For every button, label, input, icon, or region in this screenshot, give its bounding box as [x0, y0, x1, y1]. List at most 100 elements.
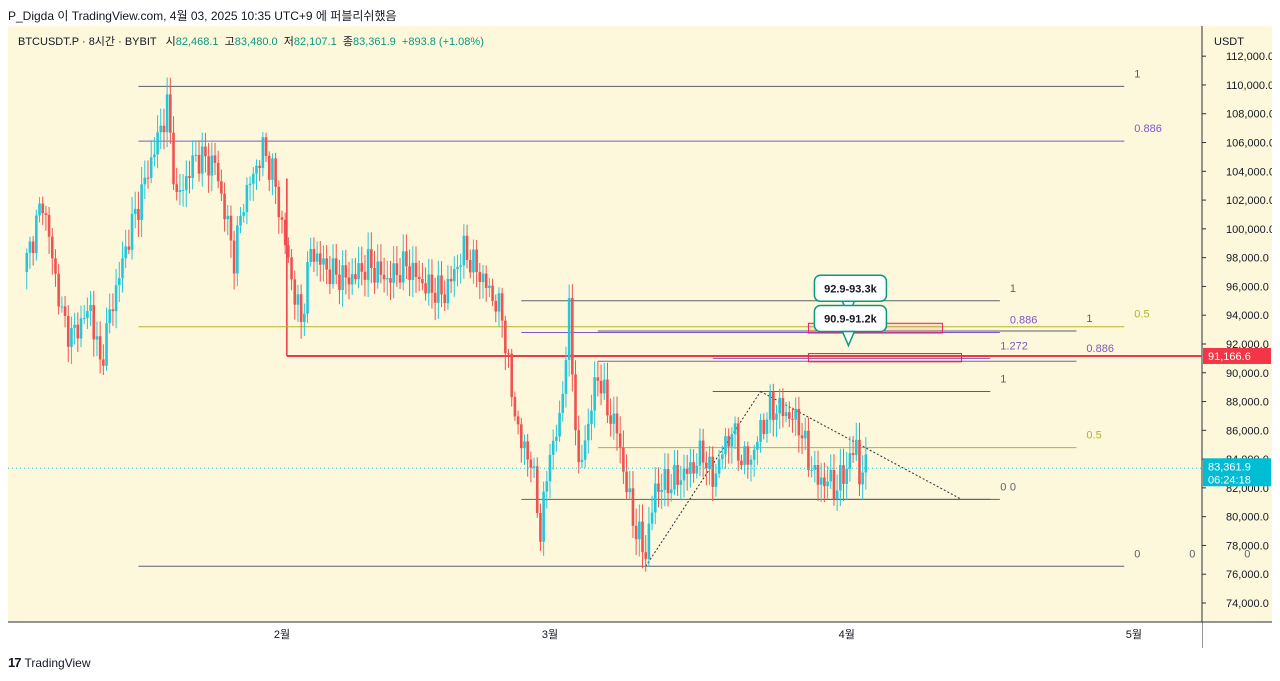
candle-body[interactable] — [523, 441, 526, 449]
candle-body[interactable] — [191, 155, 194, 178]
candle-body[interactable] — [577, 430, 581, 463]
candle-body[interactable] — [299, 294, 303, 323]
candle-body[interactable] — [829, 470, 833, 482]
candle-body[interactable] — [669, 489, 673, 494]
candle-body[interactable] — [184, 176, 188, 190]
candle-body[interactable] — [555, 436, 558, 441]
candle-body[interactable] — [178, 190, 182, 192]
candle-body[interactable] — [385, 278, 389, 280]
candle-body[interactable] — [797, 408, 801, 436]
candle-body[interactable] — [143, 177, 147, 185]
candle-body[interactable] — [162, 125, 166, 133]
candle-body[interactable] — [398, 275, 402, 283]
candle-body[interactable] — [701, 440, 705, 463]
candle-body[interactable] — [864, 454, 868, 473]
candle-body[interactable] — [245, 185, 249, 213]
plot-area[interactable] — [8, 26, 1202, 622]
candle-body[interactable] — [845, 468, 849, 484]
candle-body[interactable] — [175, 184, 179, 192]
candle-body[interactable] — [66, 315, 70, 347]
candle-body[interactable] — [583, 440, 587, 460]
chart-frame[interactable]: USDT 74,000.0 76,000.0 78,000.0 80,000.0 82,0… — [8, 26, 1272, 648]
candle-body[interactable] — [478, 271, 482, 282]
candle-body[interactable] — [363, 271, 367, 280]
candle-body[interactable] — [832, 470, 836, 499]
candle-body[interactable] — [743, 446, 746, 465]
candle-body[interactable] — [858, 439, 861, 485]
candle-body[interactable] — [328, 269, 332, 285]
candle-body[interactable] — [839, 465, 842, 491]
candle-body[interactable] — [791, 418, 794, 420]
candle-body[interactable] — [127, 246, 131, 250]
candle-body[interactable] — [274, 158, 277, 187]
candle-body[interactable] — [759, 419, 762, 442]
candle-body[interactable] — [354, 274, 357, 280]
candle-body[interactable] — [194, 154, 198, 156]
candle-body[interactable] — [816, 464, 820, 485]
candle-body[interactable] — [331, 258, 335, 285]
candle-body[interactable] — [462, 235, 466, 266]
candle-body[interactable] — [657, 483, 660, 492]
candle-body[interactable] — [593, 377, 596, 411]
candle-body[interactable] — [653, 483, 657, 513]
candle-body[interactable] — [334, 258, 338, 275]
candle-body[interactable] — [264, 137, 268, 156]
time-axis[interactable] — [8, 622, 1202, 648]
candle-body[interactable] — [117, 278, 121, 286]
candle-body[interactable] — [813, 464, 817, 470]
candle-body[interactable] — [548, 454, 552, 482]
candle-body[interactable] — [634, 525, 638, 540]
candle-body[interactable] — [848, 453, 852, 469]
candle-body[interactable] — [35, 215, 38, 254]
candle-body[interactable] — [130, 213, 134, 250]
candle-body[interactable] — [826, 481, 829, 487]
candle-body[interactable] — [449, 278, 453, 282]
candle-body[interactable] — [239, 215, 242, 226]
candle-body[interactable] — [165, 94, 169, 133]
candle-body[interactable] — [213, 155, 217, 163]
price-zone[interactable] — [807, 352, 963, 363]
candle-body[interactable] — [574, 374, 577, 431]
red-level-badge[interactable] — [1203, 347, 1271, 364]
candle-body[interactable] — [647, 523, 651, 559]
candle-body[interactable] — [720, 454, 724, 460]
candle-body[interactable] — [370, 249, 373, 269]
candle-body[interactable] — [440, 275, 443, 295]
candle-body[interactable] — [519, 424, 523, 449]
candle-body[interactable] — [673, 464, 676, 490]
candle-body[interactable] — [730, 434, 734, 447]
candle-body[interactable] — [842, 465, 845, 484]
candle-body[interactable] — [277, 186, 281, 218]
candle-body[interactable] — [705, 462, 708, 469]
candle-body[interactable] — [70, 327, 73, 347]
candle-body[interactable] — [267, 155, 271, 180]
candle-body[interactable] — [800, 435, 804, 439]
candle-body[interactable] — [251, 173, 255, 184]
candle-body[interactable] — [389, 278, 392, 283]
candle-body[interactable] — [561, 393, 565, 413]
candle-body[interactable] — [357, 263, 360, 280]
candle-body[interactable] — [650, 512, 654, 524]
candle-body[interactable] — [111, 309, 115, 312]
candle-body[interactable] — [102, 359, 105, 366]
candle-body[interactable] — [57, 273, 60, 307]
candle-body[interactable] — [73, 324, 76, 328]
candle-body[interactable] — [172, 132, 175, 185]
candle-body[interactable] — [153, 154, 156, 158]
candle-body[interactable] — [382, 274, 386, 280]
candle-body[interactable] — [306, 261, 309, 314]
candle-body[interactable] — [338, 274, 341, 290]
candle-body[interactable] — [535, 466, 539, 514]
candle-body[interactable] — [727, 436, 730, 447]
candle-body[interactable] — [724, 436, 727, 455]
candle-body[interactable] — [510, 353, 514, 398]
candle-body[interactable] — [717, 459, 721, 474]
candle-body[interactable] — [551, 440, 555, 455]
candle-body[interactable] — [752, 449, 756, 460]
candle-body[interactable] — [242, 212, 246, 216]
candle-body[interactable] — [497, 293, 501, 312]
candle-body[interactable] — [736, 423, 740, 461]
candle-body[interactable] — [756, 441, 759, 450]
candle-body[interactable] — [564, 359, 568, 394]
candle-body[interactable] — [784, 412, 788, 417]
